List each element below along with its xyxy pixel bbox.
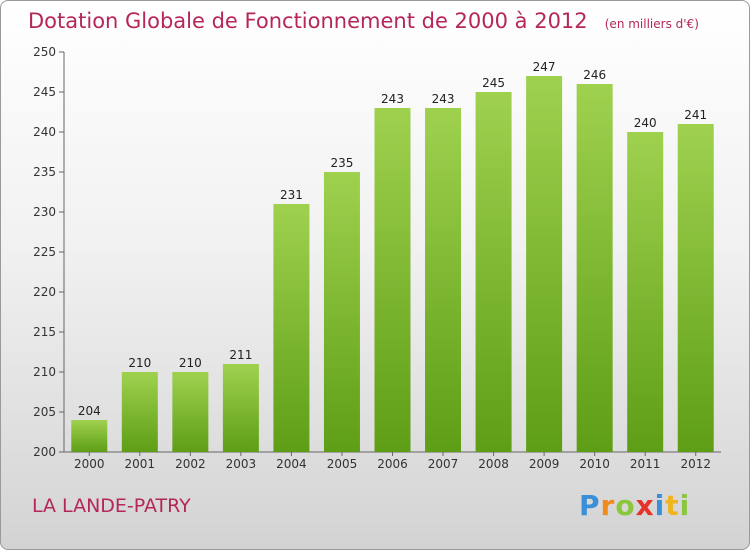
logo-letter: r <box>600 489 616 522</box>
x-tick-label: 2006 <box>377 457 408 471</box>
x-tick-label: 2012 <box>680 457 711 471</box>
bar-value-label: 246 <box>583 68 606 82</box>
bar-value-label: 204 <box>78 404 101 418</box>
bar <box>323 172 360 452</box>
bar-value-label: 211 <box>229 348 252 362</box>
bar <box>222 364 259 452</box>
bar <box>475 92 512 452</box>
bar <box>374 108 411 452</box>
y-tick-label: 240 <box>33 125 56 139</box>
chart-unit-note: (en milliers d'€) <box>604 17 699 31</box>
bar-value-label: 210 <box>128 356 151 370</box>
y-tick-label: 230 <box>33 205 56 219</box>
axes: 200 205 210 215 220 225 230 235 240 245 250 2000 200… <box>33 45 721 471</box>
x-tick-label: 2004 <box>276 457 307 471</box>
logo-letter: o <box>615 489 636 522</box>
x-tick-label: 2003 <box>226 457 257 471</box>
bar <box>526 76 563 452</box>
title-row: Dotation Globale de Fonctionnement de 20… <box>28 9 699 33</box>
bar-value-label: 243 <box>381 92 404 106</box>
bar <box>71 420 108 452</box>
bar <box>627 132 664 452</box>
proxiti-logo: Proxiti <box>579 489 690 522</box>
bar <box>172 372 209 452</box>
logo-letter: i <box>654 489 666 522</box>
logo-letter: P <box>579 489 601 522</box>
logo-letter: i <box>679 489 691 522</box>
y-tick-label: 205 <box>33 405 56 419</box>
y-tick-label: 235 <box>33 165 56 179</box>
bar <box>273 204 310 452</box>
bar-value-label: 247 <box>533 60 556 74</box>
logo-letter: t <box>665 489 680 522</box>
x-tick-label: 2005 <box>327 457 358 471</box>
bar-value-label: 235 <box>331 156 354 170</box>
x-tick-label: 2011 <box>630 457 661 471</box>
y-tick-label: 225 <box>33 245 56 259</box>
bar <box>425 108 462 452</box>
y-tick-label: 250 <box>33 45 56 59</box>
y-tick-label: 220 <box>33 285 56 299</box>
bar <box>576 84 613 452</box>
bar <box>677 124 714 452</box>
y-tick-label: 200 <box>33 445 56 459</box>
place-name: LA LANDE-PATRY <box>32 495 191 517</box>
bar-value-label: 210 <box>179 356 202 370</box>
data-labels: 204 210 210 211 231 235 243 243 245 247 246 240 241 <box>78 60 707 418</box>
x-tick-label: 2002 <box>175 457 206 471</box>
bar-value-label: 231 <box>280 188 303 202</box>
bar <box>121 372 158 452</box>
logo-letter: x <box>635 489 655 522</box>
y-tick-label: 215 <box>33 325 56 339</box>
x-tick-label: 2007 <box>428 457 459 471</box>
x-tick-label: 2000 <box>74 457 105 471</box>
y-tick-label: 245 <box>33 85 56 99</box>
x-tick-label: 2010 <box>579 457 610 471</box>
chart-title: Dotation Globale de Fonctionnement de 20… <box>28 9 588 33</box>
x-tick-label: 2001 <box>125 457 156 471</box>
bar-value-label: 243 <box>432 92 455 106</box>
bar-value-label: 241 <box>684 108 707 122</box>
bar-value-label: 240 <box>634 116 657 130</box>
y-tick-label: 210 <box>33 365 56 379</box>
x-tick-label: 2009 <box>529 457 560 471</box>
x-tick-label: 2008 <box>478 457 509 471</box>
bars <box>71 76 714 452</box>
bar-value-label: 245 <box>482 76 505 90</box>
